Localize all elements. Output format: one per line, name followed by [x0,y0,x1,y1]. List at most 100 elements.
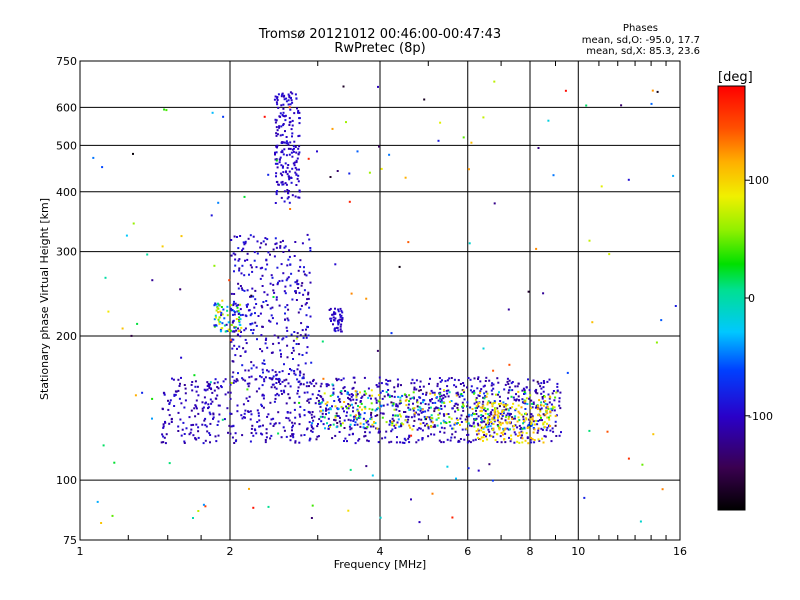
data-point [496,410,499,413]
data-point [527,423,530,426]
data-point [526,427,529,429]
data-point [320,382,323,385]
data-point [466,401,469,404]
data-point [371,408,374,411]
data-point [310,361,313,364]
data-point [508,363,511,366]
data-point [527,378,529,381]
data-point [362,426,365,429]
data-point [419,385,421,388]
data-point [440,400,443,403]
data-point [306,298,309,301]
data-point [498,405,501,408]
data-point [436,396,439,399]
data-point [469,406,472,409]
data-point [213,389,216,392]
data-point [151,279,154,282]
data-point [264,237,267,240]
data-point [477,469,480,472]
data-point [270,434,273,437]
data-point [298,122,301,125]
data-point [459,417,462,420]
data-point [233,379,236,382]
data-point [436,382,439,385]
data-point [214,378,217,381]
data-point [499,400,502,402]
data-point [437,139,440,142]
data-point [209,434,212,436]
data-point [141,391,144,394]
data-point [287,147,290,150]
data-point [391,428,394,431]
data-point [193,374,196,377]
data-point [297,386,300,389]
data-point [258,425,261,428]
data-point [348,393,351,396]
data-point [292,150,295,153]
data-point [332,392,335,395]
data-point [237,313,240,315]
data-point [289,147,292,150]
data-point [298,401,301,404]
data-point [274,202,277,204]
data-point [540,416,542,419]
data-point [272,289,275,292]
data-point [316,425,319,428]
data-point [197,510,200,512]
data-point [352,420,355,422]
data-point [493,80,496,83]
data-point [439,387,442,390]
data-point [341,407,344,410]
data-point [397,395,400,398]
data-point [547,416,550,419]
data-point [231,321,234,324]
data-point [282,95,285,98]
data-point [121,327,124,330]
data-point [289,439,292,442]
data-point [358,416,361,419]
data-point [300,284,303,287]
data-point [234,326,237,329]
data-point [480,406,483,409]
data-point [340,405,343,408]
data-point [407,418,410,421]
data-point [405,404,408,407]
data-point [230,292,233,295]
data-point [206,388,209,391]
data-point [217,387,220,390]
data-point [298,117,301,120]
data-point [284,318,286,321]
data-point [416,399,419,402]
data-point [279,172,282,175]
data-point [492,387,495,390]
data-point [461,405,464,408]
data-point [317,435,320,438]
data-point [295,184,298,186]
data-point [254,312,256,315]
data-point [553,409,556,412]
data-point [530,416,533,419]
x-tick-label: 6 [464,545,471,558]
data-point [534,423,536,426]
data-point [389,421,392,424]
data-point [347,403,350,405]
data-point [294,146,297,148]
data-point [541,396,544,398]
data-point [262,406,265,409]
data-point [276,166,279,169]
data-point [539,410,542,413]
data-point [555,391,558,394]
data-point [337,322,340,325]
data-point [513,424,516,427]
data-point [466,386,468,389]
data-point [547,119,550,122]
data-point [275,119,278,122]
data-point [168,462,171,465]
data-point [468,242,471,245]
data-point [526,436,529,439]
data-point [240,326,243,329]
data-point [486,421,489,424]
data-point [537,420,540,422]
data-point [481,407,484,410]
data-point [506,377,509,380]
